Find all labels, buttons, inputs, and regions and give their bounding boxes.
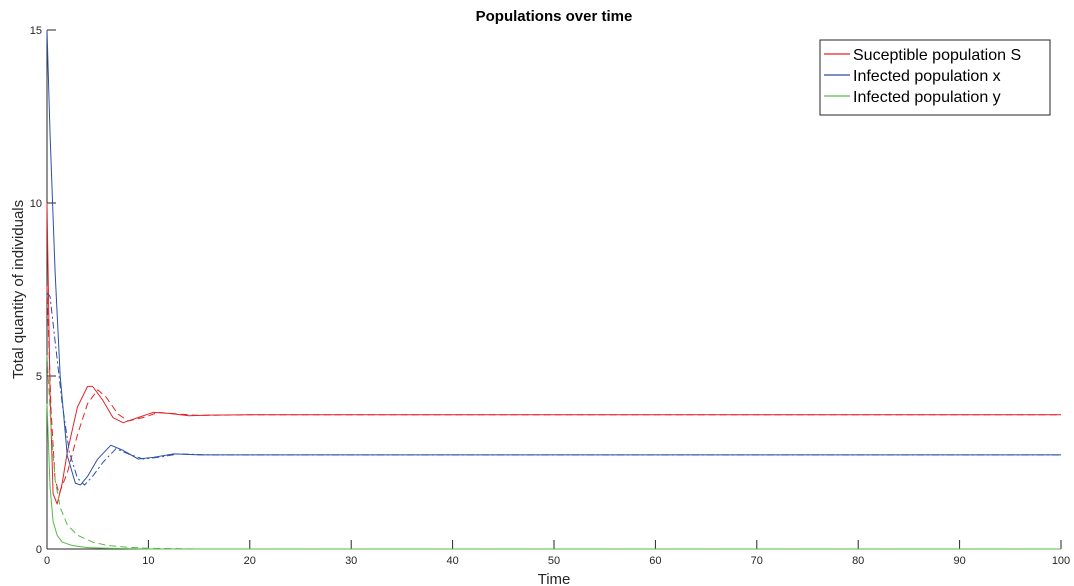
x-tick-label: 100 [1052, 555, 1070, 567]
x-tick-label: 0 [44, 555, 50, 567]
chart-title: Populations over time [476, 8, 633, 25]
x-tick-label: 90 [953, 555, 965, 567]
x-tick-label: 70 [751, 555, 763, 567]
x-tick-label: 50 [548, 555, 560, 567]
y-tick-label: 15 [30, 25, 42, 37]
series-line-5 [46, 403, 1061, 550]
series-line-2 [46, 286, 1061, 495]
x-tick-label: 20 [244, 555, 256, 567]
y-axis-title: Total quantity of individuals [10, 200, 27, 379]
legend-label: Suceptible population S [853, 47, 1021, 64]
x-tick-label: 60 [649, 555, 661, 567]
series-line-4 [46, 292, 1061, 486]
y-axis-ticks: 0 5 10 15 [30, 25, 56, 556]
x-tick-label: 30 [345, 555, 357, 567]
series-line-1 [46, 202, 1061, 505]
y-tick-label: 10 [30, 198, 42, 210]
y-tick-label: 5 [36, 371, 42, 383]
x-axis-title: Time [538, 571, 571, 586]
chart-legend: Suceptible population S Infected populati… [819, 39, 1051, 116]
x-tick-label: 80 [852, 555, 864, 567]
x-tick-label: 10 [142, 555, 154, 567]
series-line-6 [46, 355, 1061, 550]
legend-label: Infected population y [853, 89, 1001, 106]
legend-label: Infected population x [853, 68, 1001, 85]
y-tick-label: 0 [36, 544, 42, 556]
x-axis-ticks: 0 10 20 30 40 50 60 70 80 90 100 [44, 540, 1070, 567]
plot-series [46, 29, 1061, 550]
legend-box [819, 39, 1051, 116]
x-tick-label: 40 [446, 555, 458, 567]
